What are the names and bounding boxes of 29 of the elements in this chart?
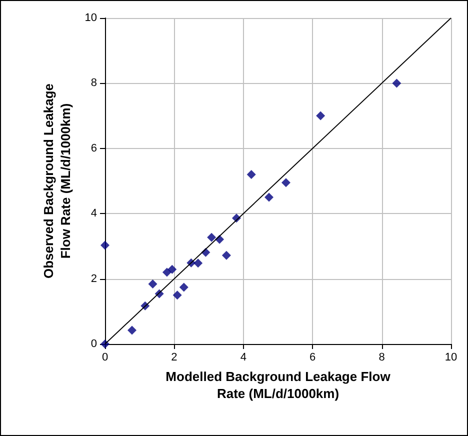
- y-tick-label: 2: [90, 272, 97, 285]
- point: [264, 192, 274, 202]
- y-tick-label: 10: [84, 12, 97, 24]
- x-tick-label: 10: [444, 352, 458, 364]
- point: [100, 240, 110, 250]
- point: [127, 326, 136, 335]
- point: [179, 282, 188, 292]
- x-tick-label: 4: [240, 352, 246, 364]
- x-tick-label: 2: [171, 352, 178, 364]
- x-tick-label: 0: [102, 352, 108, 364]
- y-axis-title: Observed Background Leakage Flow Rate (ML/d/1000km): [40, 83, 73, 279]
- point: [392, 78, 402, 88]
- x-tick-label: 8: [378, 352, 385, 364]
- point: [172, 290, 182, 300]
- x-axis-title: Modelled Background Leakage Flow Rate (ML/d/1000km): [166, 368, 392, 401]
- y-tick-label: 0: [90, 338, 97, 350]
- y-tick-label: 6: [90, 142, 97, 154]
- point: [246, 170, 256, 179]
- y-tick-label: 8: [90, 77, 97, 90]
- y-tick-label: 4: [90, 208, 97, 220]
- point: [148, 280, 158, 289]
- x-tick-label: 6: [310, 352, 316, 364]
- point: [316, 111, 326, 120]
- point: [222, 250, 231, 260]
- point: [168, 264, 177, 274]
- point: [162, 268, 172, 277]
- point: [194, 258, 203, 268]
- point: [207, 232, 216, 242]
- point: [281, 178, 290, 188]
